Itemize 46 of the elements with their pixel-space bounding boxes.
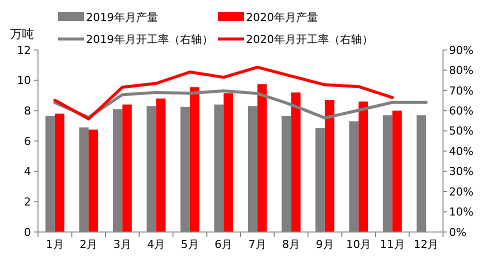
y-tick-label: 10 <box>17 74 31 88</box>
y2-tick-label: 50% <box>449 124 474 138</box>
x-tick-label: 5月 <box>180 238 199 251</box>
legend-label: 2020年月产量 <box>246 10 318 24</box>
bar <box>54 114 64 232</box>
x-tick-label: 7月 <box>248 238 266 251</box>
bar <box>122 104 132 232</box>
x-tick-label: 9月 <box>316 238 334 251</box>
bar <box>358 102 368 232</box>
bar <box>88 130 98 232</box>
line-series <box>53 66 394 120</box>
x-tick-label: 8月 <box>282 238 300 251</box>
x-tick-label: 3月 <box>113 238 132 251</box>
y-tick-label: 12 <box>17 44 31 57</box>
y2-tick-label: 30% <box>449 165 474 178</box>
x-tick-label: 2月 <box>80 238 98 251</box>
bar <box>156 98 166 232</box>
x-tick-label: 11月 <box>380 238 405 251</box>
y2-tick-label: 90% <box>449 44 474 57</box>
bar <box>190 87 200 232</box>
x-tick-label: 12月 <box>414 238 439 251</box>
y-tick-label: 0 <box>24 226 31 239</box>
bar <box>224 93 234 232</box>
y2-tick-label: 20% <box>449 185 474 198</box>
y-axis-title: 万吨 <box>10 27 34 41</box>
x-tick-label: 1月 <box>46 238 64 251</box>
y2-tick-label: 0% <box>449 226 466 239</box>
y2-tick-label: 80% <box>449 64 474 78</box>
y-tick-label: 6 <box>24 134 31 148</box>
y2-tick-label: 40% <box>449 144 474 158</box>
y-tick-label: 2 <box>24 196 31 209</box>
bar <box>324 100 334 232</box>
x-tick-label: 6月 <box>214 238 233 251</box>
bar <box>291 92 301 232</box>
legend-label: 2019年月产量 <box>86 10 158 24</box>
y-tick-label: 8 <box>24 104 31 118</box>
bar <box>257 84 267 232</box>
legend-label: 2020年月开工率（右轴） <box>246 32 373 46</box>
y2-tick-label: 70% <box>449 84 474 98</box>
legend-label: 2019年月开工率（右轴） <box>86 32 213 46</box>
x-tick-label: 10月 <box>346 238 372 251</box>
y2-tick-label: 10% <box>449 206 474 219</box>
y-tick-label: 4 <box>24 165 31 178</box>
x-tick-label: 4月 <box>147 238 166 251</box>
y2-tick-label: 60% <box>449 104 474 118</box>
bar <box>392 110 402 232</box>
